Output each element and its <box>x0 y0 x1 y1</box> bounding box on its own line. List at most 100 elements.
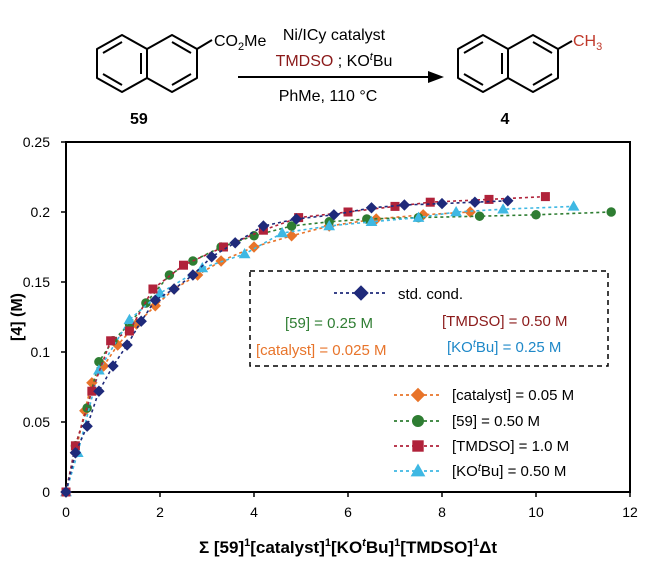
y-tick-label: 0.1 <box>31 344 51 360</box>
y-tick-label: 0.05 <box>23 414 50 430</box>
product-label: 4 <box>501 111 510 128</box>
data-point <box>196 261 209 273</box>
data-point <box>285 230 298 242</box>
legend-marker <box>410 387 426 403</box>
reactant-label: 59 <box>130 111 148 128</box>
data-point <box>425 197 435 207</box>
data-point <box>365 202 378 214</box>
product-substituent: CH3 <box>573 33 602 53</box>
chart: 0 2 4 6 8 10 12 0 0.05 0.1 0.15 0.2 0.25 std. cond.… <box>9 134 638 557</box>
x-axis-label: Σ [59]1[catalyst]1[KOtBu]1[TMDSO]1Δt <box>199 537 497 557</box>
series-line <box>65 195 546 493</box>
reaction-arrowhead <box>428 71 444 83</box>
y-tick-label: 0.2 <box>31 204 51 220</box>
data-point <box>531 210 541 220</box>
legend-marker <box>411 414 425 428</box>
y-tick-label: 0 <box>42 484 50 500</box>
x-tick-label: 12 <box>622 504 638 520</box>
data-point <box>464 206 476 218</box>
data-point <box>469 196 481 208</box>
legend-label: [59] = 0.50 M <box>452 413 540 430</box>
legend-label: [KOtBu] = 0.50 M <box>452 462 566 480</box>
condition-reagents: TMDSO ; KOtBu <box>276 51 393 70</box>
data-point <box>121 339 133 351</box>
x-tick-label: 10 <box>528 504 544 520</box>
data-point <box>148 284 158 294</box>
x-tick-label: 2 <box>156 504 164 520</box>
data-point <box>93 385 105 397</box>
x-tick-label: 4 <box>250 504 258 520</box>
data-point <box>229 237 241 249</box>
y-tick-label: 0.25 <box>23 134 50 150</box>
legend-item: [59] = 0.50 M <box>394 413 540 430</box>
legend-marker <box>353 285 369 301</box>
legend-label: [TMDSO] = 1.0 M <box>452 438 569 455</box>
data-point <box>286 221 297 231</box>
data-point <box>606 207 616 217</box>
data-point <box>60 486 72 498</box>
data-point <box>81 420 93 432</box>
data-point <box>149 294 162 306</box>
conditions-legend-box <box>249 270 609 367</box>
data-point <box>567 200 580 211</box>
data-point <box>238 247 251 259</box>
x-axis-ticks: 0 2 4 6 8 10 12 <box>62 492 638 520</box>
y-axis-ticks: 0 0.05 0.1 0.15 0.2 0.25 <box>23 134 66 500</box>
x-tick-label: 0 <box>62 504 70 520</box>
data-point <box>328 209 340 221</box>
data-point <box>154 287 166 298</box>
legend-marker-std-cond <box>334 285 388 301</box>
series-4 <box>60 200 580 497</box>
series-legend: [catalyst] = 0.05 M [59] = 0.50 M [TMDSO] … <box>394 387 574 480</box>
conditions-legend: std. cond. [59] = 0.25 M [TMDSO] = 0.50 … <box>249 270 609 367</box>
reaction-scheme: CO2Me 59 Ni/ICy catalyst TMDSO ; KOtBu P… <box>96 27 602 128</box>
product-naphthalene-structure <box>457 34 573 93</box>
data-point <box>484 194 494 204</box>
data-point <box>497 203 509 214</box>
series-line <box>65 200 508 493</box>
data-point <box>248 241 260 253</box>
legend-condition-tmdso: [TMDSO] = 0.50 M <box>442 313 567 330</box>
y-tick-label: 0.15 <box>23 274 50 290</box>
data-point <box>135 315 147 327</box>
data-point <box>450 205 462 217</box>
data-point <box>365 215 378 227</box>
data-point <box>179 260 188 270</box>
legend-marker <box>410 463 426 477</box>
legend-label-std-cond: std. cond. <box>398 286 463 303</box>
data-point <box>107 360 119 372</box>
data-point <box>164 270 175 280</box>
reactant-substituent: CO2Me <box>214 33 266 53</box>
legend-item: [KOtBu] = 0.50 M <box>394 462 566 480</box>
y-axis-label: [4] (M) <box>9 293 26 341</box>
legend-label: [catalyst] = 0.05 M <box>452 387 574 404</box>
legend-item: [catalyst] = 0.05 M <box>394 387 574 404</box>
condition-solvent-temp: PhMe, 110 °C <box>279 88 378 105</box>
data-point <box>123 313 136 325</box>
legend-condition-kotbu: [KOtBu] = 0.25 M <box>447 338 561 356</box>
data-point <box>257 220 270 232</box>
data-point <box>412 211 425 222</box>
series-layer <box>60 192 616 498</box>
data-point <box>168 283 180 295</box>
data-point <box>69 447 82 459</box>
data-point <box>474 211 485 221</box>
data-point <box>540 192 550 202</box>
x-tick-label: 8 <box>438 504 446 520</box>
series-0 <box>60 195 514 498</box>
legend-condition-catalyst: [catalyst] = 0.025 M <box>256 342 386 359</box>
data-point <box>205 251 218 263</box>
data-point <box>276 226 289 238</box>
reactant-naphthalene-structure <box>96 34 213 93</box>
data-point <box>187 269 199 281</box>
data-point <box>323 219 336 231</box>
legend-item: [TMDSO] = 1.0 M <box>394 438 569 455</box>
condition-catalyst: Ni/ICy catalyst <box>283 27 386 44</box>
data-point <box>218 242 228 252</box>
data-point <box>124 326 134 336</box>
data-point <box>436 197 448 210</box>
data-point <box>290 213 303 225</box>
data-point <box>106 336 116 346</box>
data-point <box>398 199 411 211</box>
